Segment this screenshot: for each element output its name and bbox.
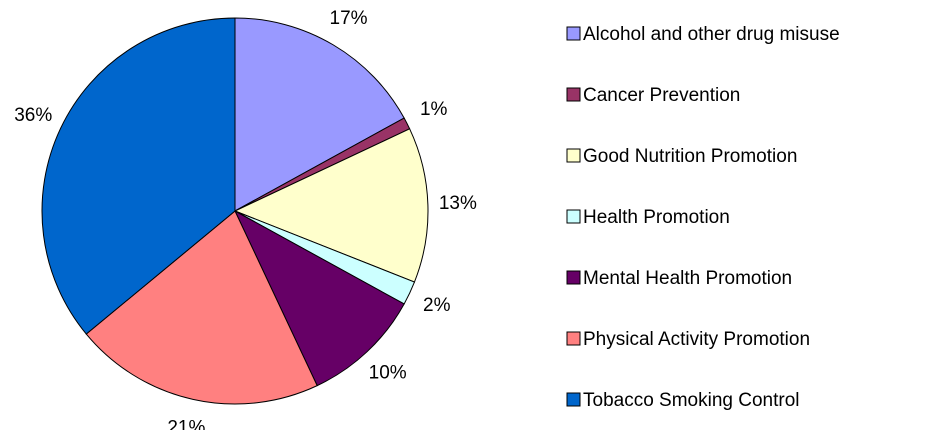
legend-swatch [566, 392, 581, 407]
legend-swatch [566, 148, 581, 163]
legend-swatch [566, 270, 581, 285]
pie-slice [233, 209, 405, 387]
data-label: 10% [369, 363, 407, 384]
data-label: 36% [14, 105, 52, 126]
legend-label: Cancer Prevention [583, 85, 740, 106]
data-label: 2% [423, 295, 451, 316]
legend-swatch [566, 26, 581, 41]
legend-swatch [566, 87, 581, 102]
legend-label: Mental Health Promotion [583, 268, 792, 289]
data-label: 13% [439, 193, 477, 214]
pie-slice [234, 17, 405, 212]
data-label: 1% [420, 99, 448, 120]
legend-swatch [566, 331, 581, 346]
legend-label: Health Promotion [583, 207, 730, 228]
pie-slice [85, 210, 318, 405]
legend-swatch [566, 209, 581, 224]
pie-slice [41, 17, 236, 335]
data-label: 17% [330, 8, 368, 29]
legend-label: Tobacco Smoking Control [583, 390, 800, 411]
data-label: 21% [167, 418, 205, 430]
pie-slice [233, 128, 429, 283]
legend-label: Alcohol and other drug misuse [583, 24, 840, 45]
legend-label: Physical Activity Promotion [583, 329, 810, 350]
legend-label: Good Nutrition Promotion [583, 146, 797, 167]
